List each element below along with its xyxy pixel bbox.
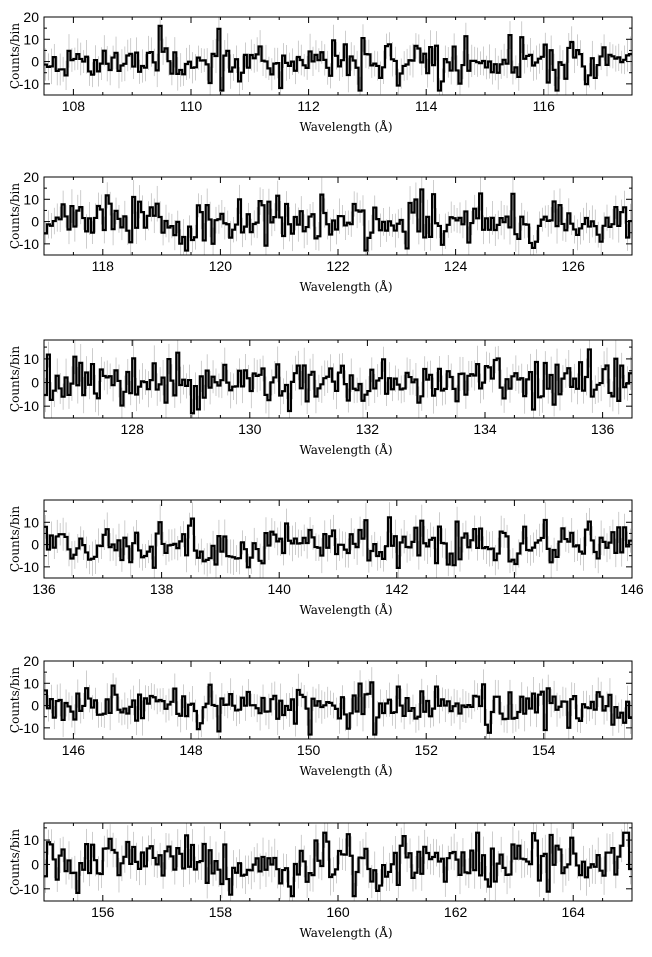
spectrum-panel-1: 108 110 112 114 116 -10 0 10 20 Wavelength (Å) Cou…	[8, 9, 633, 134]
x-tick-label: 118	[92, 258, 115, 274]
y-tick-label: -10	[19, 720, 39, 736]
y-tick-label: 0	[31, 537, 39, 553]
y-tick-label: 10	[23, 832, 39, 848]
y-tick-label: 20	[23, 169, 39, 185]
x-axis-label: Wavelength (Å)	[299, 119, 392, 134]
x-tick-label: 148	[179, 742, 203, 758]
y-tick-label: -10	[19, 76, 39, 92]
x-tick-label: 122	[326, 258, 350, 274]
x-tick-label: 114	[415, 98, 438, 114]
x-axis-label: Wavelength (Å)	[299, 279, 392, 294]
y-tick-label: 20	[23, 653, 39, 669]
y-tick-label: 10	[23, 675, 39, 691]
x-tick-label: 140	[268, 581, 292, 597]
x-tick-label: 132	[356, 421, 380, 437]
spectrum-panel-5: 146 148 150 152 154 -10 0 10 20 Wavelength (Å) Cou…	[8, 653, 633, 778]
x-tick-label: 116	[533, 98, 556, 114]
x-tick-label: 130	[238, 421, 262, 437]
x-tick-label: 138	[150, 581, 174, 597]
x-tick-label: 128	[121, 421, 145, 437]
spectrum-step-line	[44, 831, 632, 898]
x-tick-label: 124	[444, 258, 468, 274]
spectrum-step-line	[44, 24, 632, 92]
y-axis-label: Counts/bin	[8, 829, 22, 895]
x-tick-label: 160	[326, 904, 350, 920]
y-axis-label: Counts/bin	[8, 183, 22, 249]
x-tick-label: 108	[62, 98, 86, 114]
spectrum-step-line	[44, 681, 632, 736]
x-tick-label: 136	[591, 421, 615, 437]
x-tick-label: 152	[415, 742, 439, 758]
y-tick-label: 10	[23, 191, 39, 207]
x-tick-label: 156	[91, 904, 115, 920]
spectrum-panel-3: 128 130 132 134 136 -10 0 10 Wavelength (Å) Count…	[8, 339, 633, 457]
error-bars	[45, 502, 631, 578]
x-tick-label: 146	[620, 581, 644, 597]
x-tick-label: 110	[180, 98, 203, 114]
y-tick-label: 0	[31, 856, 39, 872]
x-tick-label: 136	[32, 581, 56, 597]
x-tick-label: 162	[444, 904, 468, 920]
x-axis-label: Wavelength (Å)	[299, 442, 392, 457]
spectrum-panel-6: 156 158 160 162 164 -10 0 10 Wavelength (Å) Count…	[8, 822, 633, 940]
spectrum-step-line	[44, 348, 632, 415]
y-tick-label: -10	[19, 881, 39, 897]
error-bars	[45, 177, 631, 255]
x-tick-label: 112	[297, 98, 320, 114]
x-tick-label: 144	[503, 581, 527, 597]
x-tick-label: 154	[532, 742, 556, 758]
spectrum-step-line	[44, 188, 632, 252]
x-axis-label: Wavelength (Å)	[299, 602, 392, 617]
y-axis-label: Counts/bin	[8, 506, 22, 572]
y-tick-label: 10	[23, 351, 39, 367]
y-tick-label: -10	[19, 559, 39, 575]
x-tick-label: 126	[562, 258, 586, 274]
x-tick-label: 134	[473, 421, 497, 437]
y-tick-label: 0	[31, 214, 39, 230]
x-tick-label: 142	[385, 581, 409, 597]
x-tick-label: 164	[562, 904, 586, 920]
y-tick-label: -10	[19, 236, 39, 252]
x-tick-label: 120	[209, 258, 233, 274]
spectrum-step-line	[44, 516, 632, 569]
x-tick-label: 146	[62, 742, 86, 758]
y-axis-label: Counts/bin	[8, 23, 22, 89]
y-tick-label: -10	[19, 398, 39, 414]
spectrum-panel-2: 118 120 122 124 126 -10 0 10 20 Wavelength (Å) Cou…	[8, 169, 633, 294]
y-tick-label: 0	[31, 698, 39, 714]
y-tick-label: 10	[23, 514, 39, 530]
y-tick-label: 10	[23, 31, 39, 47]
y-axis-label: Counts/bin	[8, 667, 22, 733]
x-tick-label: 158	[209, 904, 233, 920]
y-tick-label: 0	[31, 54, 39, 70]
x-axis-label: Wavelength (Å)	[299, 763, 392, 778]
x-tick-label: 150	[297, 742, 321, 758]
y-tick-label: 0	[31, 375, 39, 391]
y-axis-label: Counts/bin	[8, 346, 22, 412]
x-axis-label: Wavelength (Å)	[299, 925, 392, 940]
spectrum-panel-4: 136 138 140 142 144 146 -10 0 10 Wavelength (Å) Co…	[8, 499, 644, 617]
y-tick-label: 20	[23, 9, 39, 25]
